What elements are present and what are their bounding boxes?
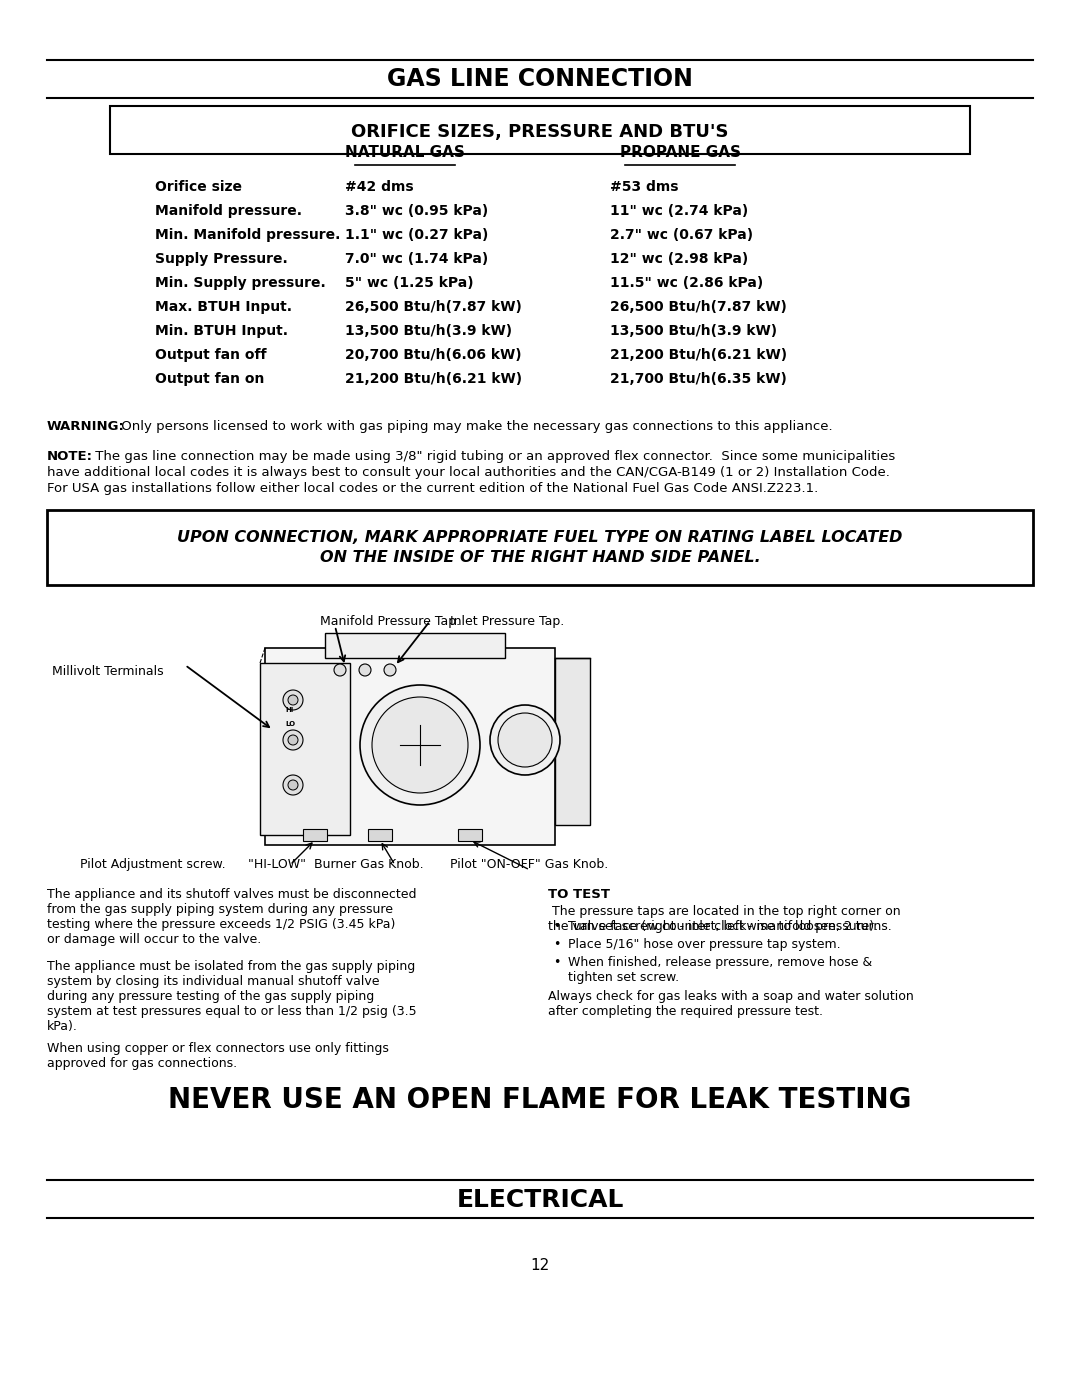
Circle shape <box>283 690 303 710</box>
Text: 20,700 Btu/h(6.06 kW): 20,700 Btu/h(6.06 kW) <box>345 348 522 362</box>
Text: WARNING:: WARNING: <box>48 420 125 433</box>
Text: Manifold Pressure Tap.: Manifold Pressure Tap. <box>320 615 460 629</box>
Text: Millivolt Terminals: Millivolt Terminals <box>52 665 164 678</box>
Text: PROPANE GAS: PROPANE GAS <box>620 145 741 161</box>
Circle shape <box>372 697 468 793</box>
Text: Output fan on: Output fan on <box>156 372 265 386</box>
Text: GAS LINE CONNECTION: GAS LINE CONNECTION <box>387 67 693 91</box>
Text: the valve face (right - inlet, left - manifold pressure).: the valve face (right - inlet, left - ma… <box>548 921 878 933</box>
Text: 1.1" wc (0.27 kPa): 1.1" wc (0.27 kPa) <box>345 228 488 242</box>
Text: 26,500 Btu/h(7.87 kW): 26,500 Btu/h(7.87 kW) <box>610 300 787 314</box>
Circle shape <box>360 685 480 805</box>
Bar <box>260 664 350 835</box>
Text: after completing the required pressure test.: after completing the required pressure t… <box>548 1004 823 1018</box>
Text: The gas line connection may be made using 3/8" rigid tubing or an approved flex : The gas line connection may be made usin… <box>91 450 895 462</box>
Circle shape <box>334 664 346 676</box>
Text: •: • <box>553 956 561 970</box>
Text: Place 5/16" hose over pressure tap system.: Place 5/16" hose over pressure tap syste… <box>568 937 840 951</box>
Text: The appliance must be isolated from the gas supply piping: The appliance must be isolated from the … <box>48 960 415 972</box>
Text: NATURAL GAS: NATURAL GAS <box>346 145 464 161</box>
Circle shape <box>490 705 561 775</box>
Text: 5" wc (1.25 kPa): 5" wc (1.25 kPa) <box>345 277 474 291</box>
Text: 21,700 Btu/h(6.35 kW): 21,700 Btu/h(6.35 kW) <box>610 372 787 386</box>
Text: #53 dms: #53 dms <box>610 180 678 194</box>
Text: TO TEST: TO TEST <box>548 888 610 901</box>
Text: 11.5" wc (2.86 kPa): 11.5" wc (2.86 kPa) <box>610 277 764 291</box>
Text: Pilot Adjustment screw.: Pilot Adjustment screw. <box>80 858 226 870</box>
Text: HI: HI <box>286 707 294 712</box>
Text: Min. BTUH Input.: Min. BTUH Input. <box>156 324 288 338</box>
Text: Min. Manifold pressure.: Min. Manifold pressure. <box>156 228 340 242</box>
Text: ON THE INSIDE OF THE RIGHT HAND SIDE PANEL.: ON THE INSIDE OF THE RIGHT HAND SIDE PAN… <box>320 549 760 564</box>
Text: Output fan off: Output fan off <box>156 348 267 362</box>
Text: •: • <box>553 937 561 951</box>
Text: Min. Supply pressure.: Min. Supply pressure. <box>156 277 326 291</box>
Text: #42 dms: #42 dms <box>345 180 414 194</box>
Text: kPa).: kPa). <box>48 1020 78 1032</box>
Circle shape <box>288 694 298 705</box>
Bar <box>368 828 392 841</box>
Text: UPON CONNECTION, MARK APPROPRIATE FUEL TYPE ON RATING LABEL LOCATED: UPON CONNECTION, MARK APPROPRIATE FUEL T… <box>177 529 903 545</box>
Text: Pilot "ON-OFF" Gas Knob.: Pilot "ON-OFF" Gas Knob. <box>450 858 608 870</box>
Bar <box>303 828 327 841</box>
Text: system at test pressures equal to or less than 1/2 psig (3.5: system at test pressures equal to or les… <box>48 1004 417 1018</box>
Text: 11" wc (2.74 kPa): 11" wc (2.74 kPa) <box>610 204 748 218</box>
Text: system by closing its individual manual shutoff valve: system by closing its individual manual … <box>48 975 379 988</box>
Text: 13,500 Btu/h(3.9 kW): 13,500 Btu/h(3.9 kW) <box>610 324 778 338</box>
Bar <box>325 633 505 658</box>
Text: NEVER USE AN OPEN FLAME FOR LEAK TESTING: NEVER USE AN OPEN FLAME FOR LEAK TESTING <box>168 1085 912 1113</box>
Bar <box>555 658 590 826</box>
Bar <box>265 648 555 845</box>
Text: LO: LO <box>285 721 295 726</box>
Text: 7.0" wc (1.74 kPa): 7.0" wc (1.74 kPa) <box>345 251 488 265</box>
Text: ORIFICE SIZES, PRESSURE AND BTU'S: ORIFICE SIZES, PRESSURE AND BTU'S <box>351 123 729 141</box>
Bar <box>110 106 970 154</box>
Text: 3.8" wc (0.95 kPa): 3.8" wc (0.95 kPa) <box>345 204 488 218</box>
Circle shape <box>498 712 552 767</box>
Circle shape <box>283 775 303 795</box>
Text: from the gas supply piping system during any pressure: from the gas supply piping system during… <box>48 902 393 916</box>
Circle shape <box>288 780 298 789</box>
Circle shape <box>288 735 298 745</box>
Text: Manifold pressure.: Manifold pressure. <box>156 204 302 218</box>
Text: have additional local codes it is always best to consult your local authorities : have additional local codes it is always… <box>48 467 890 479</box>
Text: or damage will occur to the valve.: or damage will occur to the valve. <box>48 933 261 946</box>
Text: 21,200 Btu/h(6.21 kW): 21,200 Btu/h(6.21 kW) <box>610 348 787 362</box>
Text: tighten set screw.: tighten set screw. <box>568 971 679 983</box>
Text: •: • <box>553 921 561 933</box>
Text: Inlet Pressure Tap.: Inlet Pressure Tap. <box>450 615 564 629</box>
Text: NOTE:: NOTE: <box>48 450 93 462</box>
Bar <box>48 510 1032 585</box>
Text: during any pressure testing of the gas supply piping: during any pressure testing of the gas s… <box>48 990 375 1003</box>
Text: Orifice size: Orifice size <box>156 180 242 194</box>
Text: 13,500 Btu/h(3.9 kW): 13,500 Btu/h(3.9 kW) <box>345 324 512 338</box>
Circle shape <box>384 664 396 676</box>
Text: approved for gas connections.: approved for gas connections. <box>48 1058 238 1070</box>
Text: "HI-LOW"  Burner Gas Knob.: "HI-LOW" Burner Gas Knob. <box>248 858 423 870</box>
Text: 12" wc (2.98 kPa): 12" wc (2.98 kPa) <box>610 251 748 265</box>
Text: For USA gas installations follow either local codes or the current edition of th: For USA gas installations follow either … <box>48 482 819 495</box>
Text: Supply Pressure.: Supply Pressure. <box>156 251 287 265</box>
Text: 26,500 Btu/h(7.87 kW): 26,500 Btu/h(7.87 kW) <box>345 300 522 314</box>
Text: 2.7" wc (0.67 kPa): 2.7" wc (0.67 kPa) <box>610 228 753 242</box>
Text: 21,200 Btu/h(6.21 kW): 21,200 Btu/h(6.21 kW) <box>345 372 522 386</box>
Text: ELECTRICAL: ELECTRICAL <box>457 1187 623 1213</box>
Text: The appliance and its shutoff valves must be disconnected: The appliance and its shutoff valves mus… <box>48 888 417 901</box>
Text: When using copper or flex connectors use only fittings: When using copper or flex connectors use… <box>48 1042 389 1055</box>
Circle shape <box>283 731 303 750</box>
Text: testing where the pressure exceeds 1/2 PSIG (3.45 kPa): testing where the pressure exceeds 1/2 P… <box>48 918 395 930</box>
Text: 12: 12 <box>530 1257 550 1273</box>
Text: When finished, release pressure, remove hose &: When finished, release pressure, remove … <box>568 956 873 970</box>
Text: Turn set screw counter clockwise to loosen, 2 turns.: Turn set screw counter clockwise to loos… <box>568 921 892 933</box>
Text: Always check for gas leaks with a soap and water solution: Always check for gas leaks with a soap a… <box>548 990 914 1003</box>
Circle shape <box>359 664 372 676</box>
Text: Only persons licensed to work with gas piping may make the necessary gas connect: Only persons licensed to work with gas p… <box>117 420 833 433</box>
Text: Max. BTUH Input.: Max. BTUH Input. <box>156 300 292 314</box>
Text: The pressure taps are located in the top right corner on: The pressure taps are located in the top… <box>548 905 901 918</box>
Bar <box>458 828 482 841</box>
